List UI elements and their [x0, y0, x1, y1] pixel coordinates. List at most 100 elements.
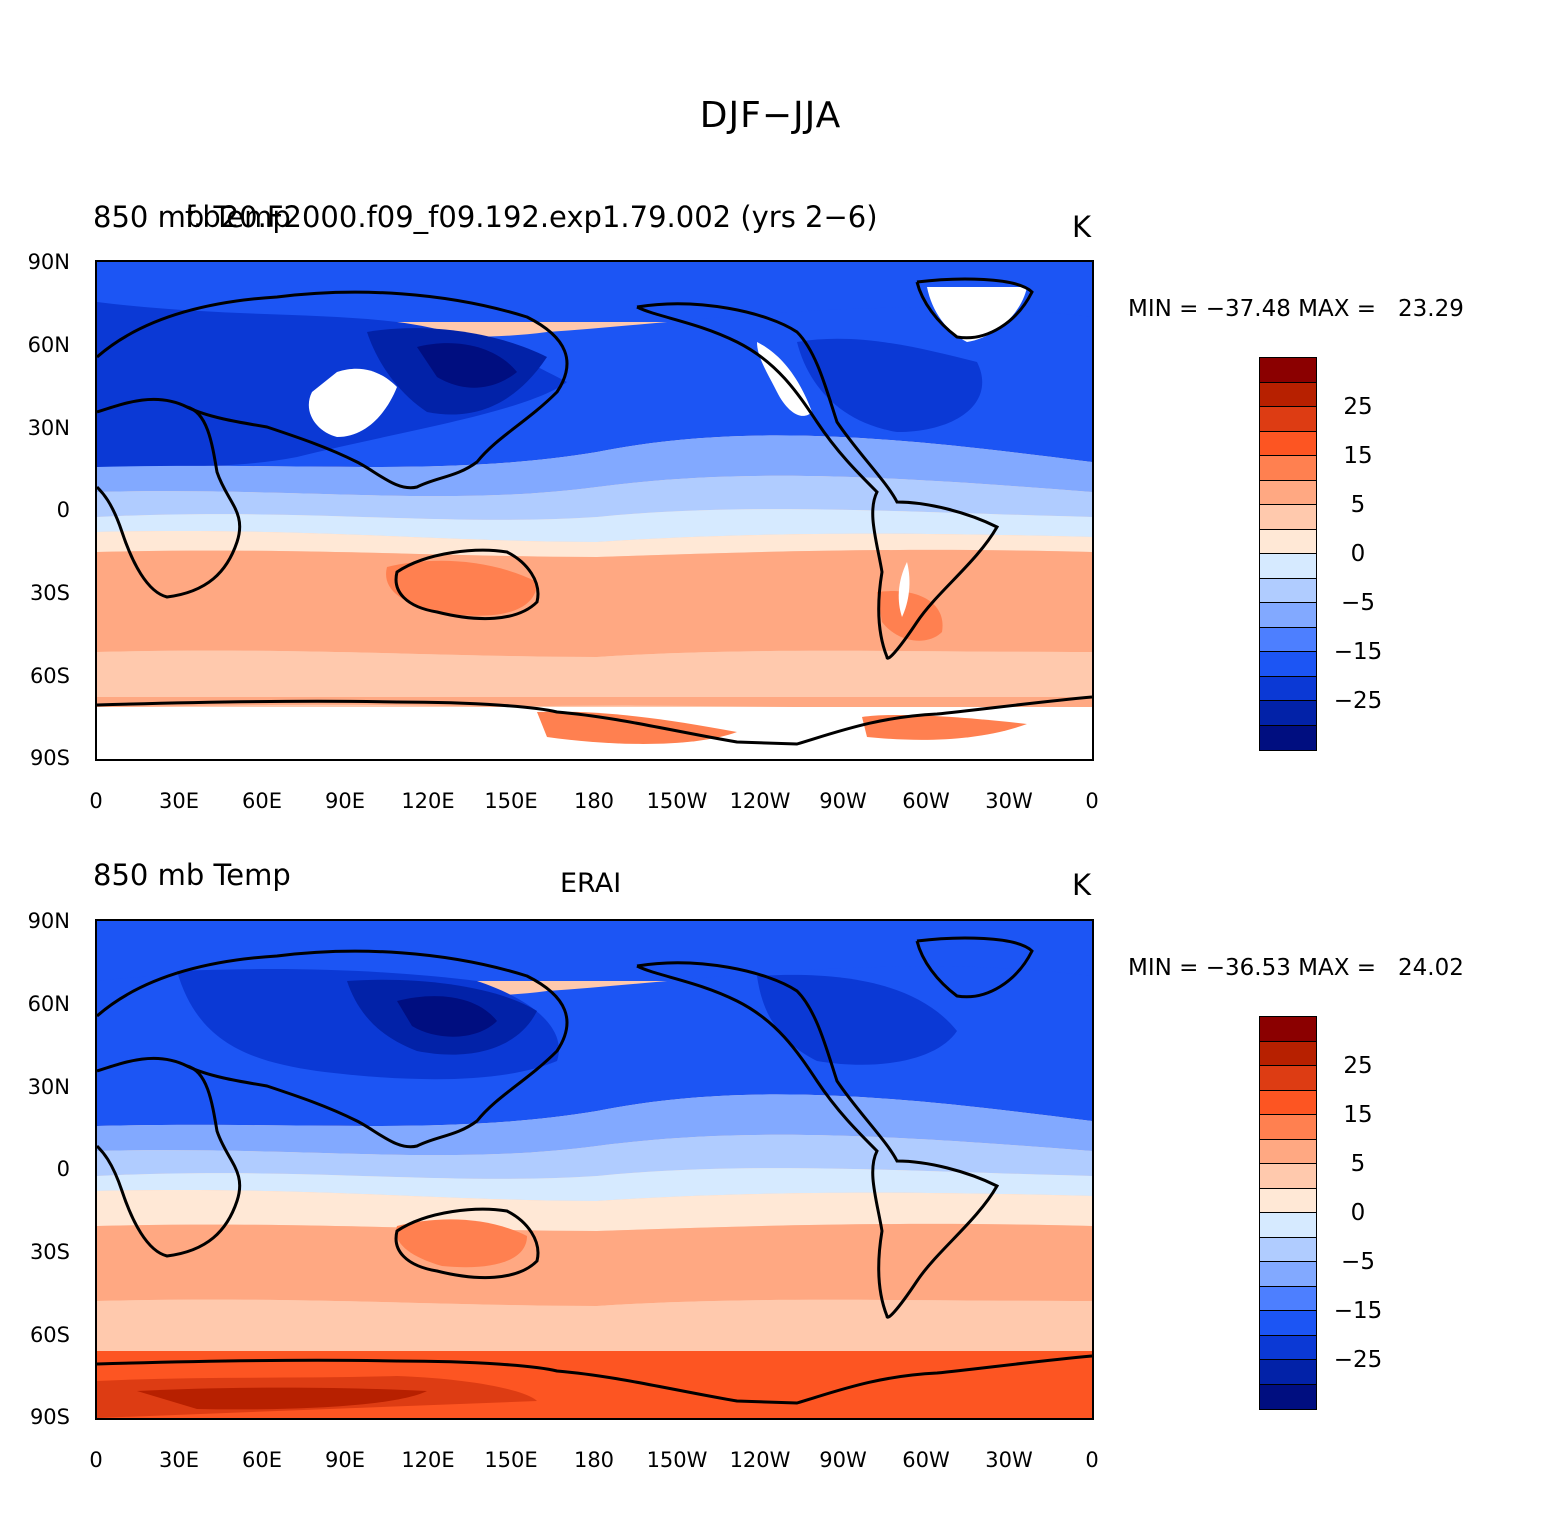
- colorbar-swatch: [1260, 603, 1316, 628]
- colorbar-label: −25: [1333, 688, 1383, 714]
- colorbar-swatch: [1260, 1066, 1316, 1091]
- colorbar-label: 15: [1343, 1102, 1373, 1128]
- x-tick: 0: [1085, 1448, 1099, 1472]
- band-equator-warm: [97, 1189, 1092, 1231]
- band-namerica-cold: [757, 974, 957, 1065]
- colorbar-swatch: [1260, 456, 1316, 481]
- colorbar-swatch: [1260, 1115, 1316, 1140]
- x-tick: 30W: [985, 1448, 1033, 1472]
- band-southern-ocean: [97, 1299, 1092, 1351]
- map-field-obs: [97, 921, 1092, 1418]
- colorbar-swatch: [1260, 1139, 1316, 1164]
- panel-variable-label: 850 mb Temp: [93, 858, 291, 892]
- x-tick: 60E: [242, 1448, 282, 1472]
- band-antarctic-warm: [97, 1351, 1092, 1371]
- x-tick: 60W: [902, 789, 950, 813]
- colorbar-swatch: [1260, 1286, 1316, 1311]
- colorbar-swatch: [1260, 529, 1316, 554]
- band-antarctica-hottest: [137, 1387, 427, 1410]
- colorbar-swatch: [1260, 1213, 1316, 1238]
- y-tick: 90S: [29, 746, 70, 770]
- missing-greenland: [927, 287, 1027, 342]
- x-tick: 90W: [819, 1448, 867, 1472]
- x-tick: 120W: [729, 789, 791, 813]
- colorbar-swatch: [1260, 1237, 1316, 1262]
- colorbar-label: 25: [1343, 394, 1373, 420]
- figure-title: DJF−JJA: [699, 95, 842, 136]
- colorbar-swatch: [1260, 1090, 1316, 1115]
- panel-case-label: f.b20.F2000.f09_f09.192.exp1.79.002 (yrs…: [185, 200, 878, 234]
- band-siberia-coldest: [417, 343, 517, 388]
- band-southern-ocean: [97, 650, 1092, 697]
- y-tick: 60S: [29, 1323, 70, 1347]
- min-max-label: MIN = −36.53 MAX = 24.02: [1128, 955, 1464, 981]
- colorbar-label: 5: [1350, 1151, 1366, 1177]
- colorbar-swatch: [1260, 578, 1316, 603]
- panel-units-label: K: [1072, 210, 1092, 244]
- y-tick: 60S: [29, 664, 70, 688]
- colorbar-swatch: [1260, 652, 1316, 677]
- colorbar-swatch: [1260, 1335, 1316, 1360]
- x-tick: 0: [89, 789, 103, 813]
- y-tick: 30N: [27, 1075, 70, 1099]
- colorbar-swatch: [1260, 1360, 1316, 1385]
- y-tick: 60N: [27, 333, 70, 357]
- x-tick: 60W: [902, 1448, 950, 1472]
- colorbar-label: 5: [1350, 492, 1366, 518]
- colorbar-label: 15: [1343, 443, 1373, 469]
- colorbar-label: −5: [1341, 1249, 1375, 1275]
- colorbar-swatch: [1260, 480, 1316, 505]
- coastlines: [97, 936, 1092, 1405]
- x-tick: 150W: [646, 1448, 708, 1472]
- x-tick: 30E: [159, 789, 199, 813]
- x-tick: 150E: [484, 1448, 538, 1472]
- band-weddell-sea: [862, 714, 1027, 740]
- map-plot-model: [95, 260, 1094, 761]
- x-tick: 0: [89, 1448, 103, 1472]
- colorbar-swatch: [1260, 627, 1316, 652]
- colorbar-obs: [1259, 1016, 1317, 1410]
- min-max-label: MIN = −37.48 MAX = 23.29: [1128, 296, 1464, 322]
- band-equator-warm: [97, 530, 1092, 557]
- band-siberia-coldest: [397, 996, 497, 1037]
- y-tick: 90S: [29, 1405, 70, 1429]
- colorbar-swatch: [1260, 701, 1316, 726]
- colorbar-swatch: [1260, 431, 1316, 456]
- colorbar-swatch: [1260, 407, 1316, 432]
- band-ross-sea: [537, 711, 737, 744]
- band-australia-warm: [386, 560, 537, 616]
- colorbar-swatch: [1260, 1164, 1316, 1189]
- y-tick: 0: [56, 1157, 70, 1181]
- band-sh-warm: [97, 1223, 1092, 1306]
- x-tick: 90E: [325, 1448, 365, 1472]
- colorbar-swatch: [1260, 382, 1316, 407]
- y-tick: 90N: [27, 250, 70, 274]
- colorbar-swatch: [1260, 1311, 1316, 1336]
- colorbar-label: 0: [1350, 1200, 1366, 1226]
- x-tick: 120E: [401, 1448, 455, 1472]
- band-australia-warm: [396, 1219, 527, 1268]
- colorbar-label: −15: [1333, 1298, 1383, 1324]
- band-tropic-cool: [97, 475, 1092, 520]
- band-subtropic-cool: [97, 435, 1092, 497]
- coastlines: [97, 277, 1092, 746]
- y-tick: 60N: [27, 992, 70, 1016]
- colorbar-swatch: [1260, 1188, 1316, 1213]
- colorbar-swatch: [1260, 1041, 1316, 1066]
- colorbar-label: 25: [1343, 1053, 1373, 1079]
- x-tick: 150W: [646, 789, 708, 813]
- y-tick: 30S: [29, 581, 70, 605]
- band-subtropic-cool: [97, 1094, 1092, 1156]
- x-tick: 90E: [325, 789, 365, 813]
- x-tick: 30W: [985, 789, 1033, 813]
- panel-units-label: K: [1072, 868, 1092, 902]
- colorbar-model: [1259, 357, 1317, 751]
- missing-tibet: [308, 368, 397, 437]
- band-equator-cool: [97, 509, 1092, 542]
- colorbar-swatch: [1260, 358, 1316, 383]
- y-tick: 30N: [27, 416, 70, 440]
- panel-variable-label: 850 mb Temp: [93, 200, 291, 234]
- panel-case-label: ERAI: [560, 868, 622, 899]
- x-tick: 60E: [242, 789, 282, 813]
- map-plot-obs: [95, 919, 1094, 1420]
